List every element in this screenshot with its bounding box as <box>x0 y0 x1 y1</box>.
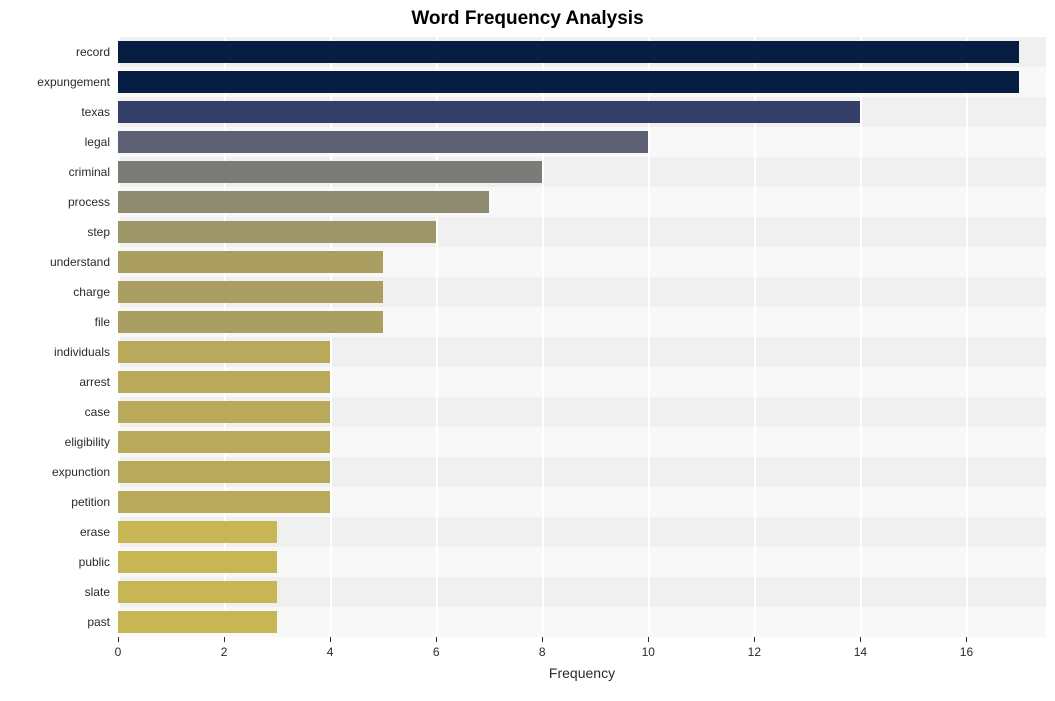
x-tick-label: 0 <box>115 645 122 659</box>
grid-line <box>436 37 438 637</box>
bar <box>118 491 330 513</box>
x-tick-mark <box>860 637 861 642</box>
y-tick-label: record <box>76 45 110 59</box>
y-tick-label: criminal <box>69 165 110 179</box>
x-tick-mark <box>224 637 225 642</box>
x-tick-mark <box>648 637 649 642</box>
bar <box>118 431 330 453</box>
y-tick-label: past <box>87 615 110 629</box>
bar <box>118 191 489 213</box>
y-tick-label: eligibility <box>65 435 110 449</box>
grid-line <box>224 37 226 637</box>
y-tick-label: arrest <box>79 375 110 389</box>
x-tick-label: 14 <box>854 645 867 659</box>
y-tick-label: process <box>68 195 110 209</box>
y-tick-label: erase <box>80 525 110 539</box>
grid-line <box>648 37 650 637</box>
x-tick-label: 12 <box>748 645 761 659</box>
bar <box>118 161 542 183</box>
bar <box>118 371 330 393</box>
plot-area <box>118 37 1046 637</box>
grid-line <box>542 37 544 637</box>
y-tick-label: case <box>85 405 110 419</box>
bar <box>118 41 1019 63</box>
x-tick-label: 8 <box>539 645 546 659</box>
x-tick-mark <box>118 637 119 642</box>
x-axis-label: Frequency <box>118 665 1046 681</box>
bar <box>118 581 277 603</box>
bar <box>118 281 383 303</box>
y-tick-label: expungement <box>37 75 110 89</box>
y-tick-label: expunction <box>52 465 110 479</box>
bar <box>118 311 383 333</box>
x-tick-label: 2 <box>221 645 228 659</box>
x-tick-mark <box>966 637 967 642</box>
bar <box>118 401 330 423</box>
x-tick-mark <box>330 637 331 642</box>
y-tick-label: file <box>95 315 110 329</box>
bar <box>118 341 330 363</box>
y-tick-label: charge <box>73 285 110 299</box>
x-tick-label: 4 <box>327 645 334 659</box>
y-tick-label: texas <box>81 105 110 119</box>
chart-title: Word Frequency Analysis <box>0 8 1055 30</box>
grid-line <box>330 37 332 637</box>
bar <box>118 251 383 273</box>
grid-line <box>966 37 968 637</box>
y-tick-label: legal <box>85 135 110 149</box>
bar <box>118 101 860 123</box>
bar <box>118 71 1019 93</box>
grid-line <box>754 37 756 637</box>
y-tick-label: step <box>87 225 110 239</box>
bar <box>118 551 277 573</box>
y-tick-label: petition <box>71 495 110 509</box>
bar <box>118 611 277 633</box>
x-tick-mark <box>542 637 543 642</box>
y-tick-label: slate <box>85 585 110 599</box>
grid-line <box>860 37 862 637</box>
bar <box>118 521 277 543</box>
x-tick-label: 16 <box>960 645 973 659</box>
bar <box>118 131 648 153</box>
x-tick-label: 10 <box>642 645 655 659</box>
y-tick-label: public <box>79 555 110 569</box>
grid-line <box>118 37 120 637</box>
y-tick-label: understand <box>50 255 110 269</box>
x-tick-mark <box>754 637 755 642</box>
x-tick-mark <box>436 637 437 642</box>
bar <box>118 221 436 243</box>
bar <box>118 461 330 483</box>
y-tick-label: individuals <box>54 345 110 359</box>
x-tick-label: 6 <box>433 645 440 659</box>
word-frequency-chart: Word Frequency Analysis Frequency 0 2 4 6 8 1… <box>0 0 1055 701</box>
